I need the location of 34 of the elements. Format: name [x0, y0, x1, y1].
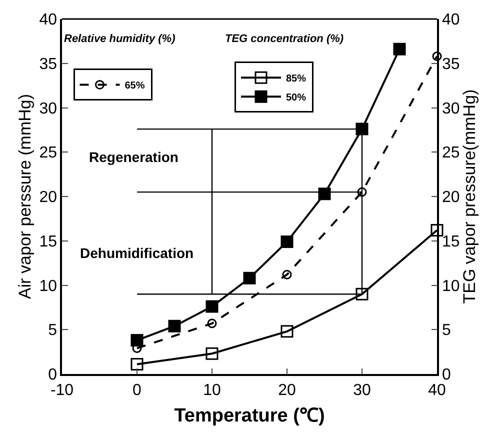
- x-tick-label: 20: [278, 382, 296, 399]
- y-tick-label: 30: [39, 100, 58, 118]
- y-axis-title: Air vapor perssure (mmHg): [15, 94, 34, 299]
- y2-tick-label: 5: [442, 322, 451, 340]
- x-axis-title: Temperature (℃): [174, 405, 325, 426]
- annotation: Relative humidity (%): [64, 33, 176, 45]
- y2-tick-label: 40: [442, 12, 460, 29]
- y-tick-label: 10: [39, 278, 58, 295]
- y-tick-label: 15: [39, 233, 58, 250]
- y-tick-label: 25: [39, 144, 58, 162]
- y2-tick-label: 25: [442, 144, 460, 162]
- y-tick-label: 5: [48, 322, 58, 340]
- x-tick-label: 30: [353, 382, 371, 399]
- y-tick-label: 35: [39, 56, 58, 73]
- y2-tick-label: 35: [442, 56, 460, 73]
- x-tick-label: 10: [203, 382, 221, 399]
- y-tick-label: 0: [48, 366, 58, 384]
- y-tick-label: 20: [39, 189, 58, 206]
- y2-tick-label: 30: [442, 100, 460, 118]
- legend-label: 50%: [286, 92, 306, 104]
- y-tick-label: 40: [39, 12, 58, 29]
- legend-label: 85%: [286, 74, 306, 84]
- y2-tick-label: 10: [442, 278, 460, 295]
- annotation: Regeneration: [89, 149, 178, 165]
- y2-tick-label: 0: [442, 366, 451, 384]
- annotation: Dehumidification: [80, 245, 194, 261]
- y2-tick-label: 15: [442, 233, 460, 250]
- y2-tick-label: 20: [442, 189, 460, 206]
- x-tick-label: 0: [132, 382, 142, 399]
- x-tick-label: 40: [428, 382, 446, 399]
- y2-axis-title: TEG vapor pressure(mmHg): [460, 89, 479, 304]
- legend-label: 65%: [124, 80, 145, 92]
- annotation: TEG concentration (%): [225, 33, 344, 45]
- x-tick-label: -10: [50, 382, 74, 399]
